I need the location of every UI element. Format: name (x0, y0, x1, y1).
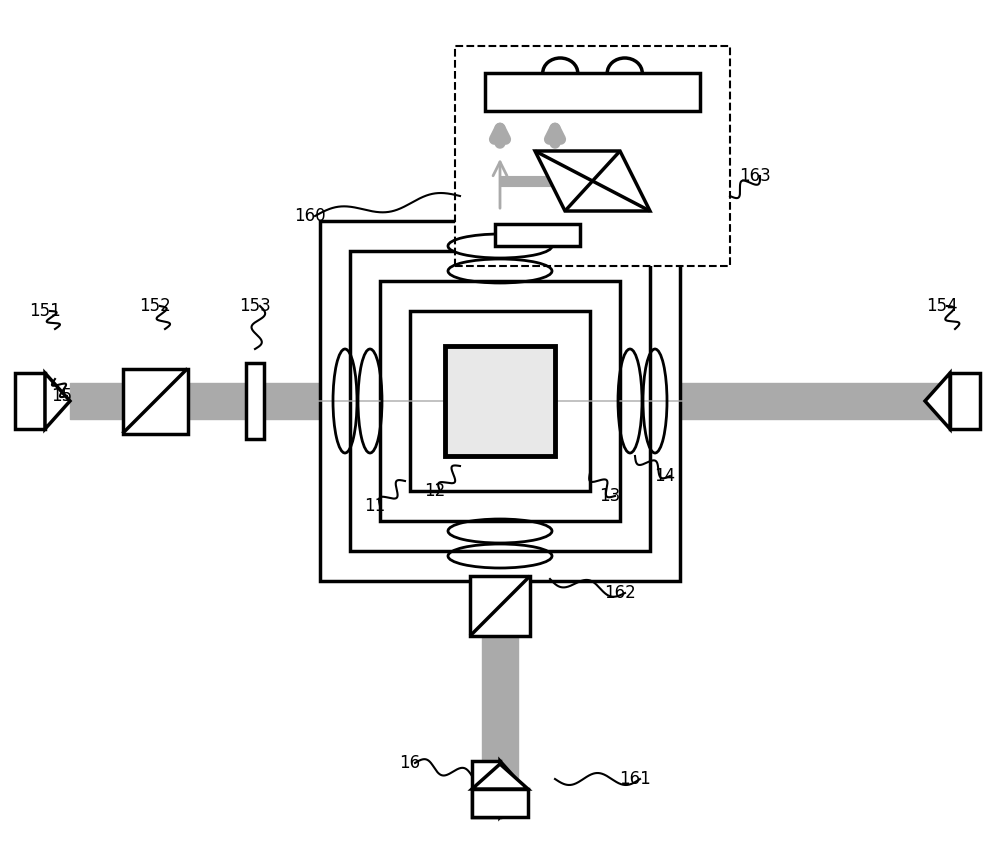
FancyBboxPatch shape (15, 373, 45, 429)
FancyBboxPatch shape (470, 576, 530, 636)
FancyBboxPatch shape (950, 373, 980, 429)
Text: 161: 161 (619, 770, 651, 788)
Text: 153: 153 (239, 297, 271, 315)
Polygon shape (45, 373, 70, 429)
FancyBboxPatch shape (123, 368, 188, 433)
FancyBboxPatch shape (455, 46, 730, 266)
Text: 14: 14 (654, 467, 676, 485)
Polygon shape (535, 151, 650, 211)
Text: 163: 163 (739, 167, 771, 185)
Polygon shape (925, 373, 950, 429)
Text: 13: 13 (599, 487, 621, 505)
Text: 11: 11 (364, 497, 386, 515)
Text: 16: 16 (399, 754, 421, 772)
FancyBboxPatch shape (410, 311, 590, 491)
FancyBboxPatch shape (320, 221, 680, 581)
Text: 151: 151 (29, 302, 61, 320)
FancyBboxPatch shape (350, 251, 650, 551)
FancyBboxPatch shape (472, 761, 500, 817)
Text: 152: 152 (139, 297, 171, 315)
Text: 162: 162 (604, 584, 636, 602)
FancyBboxPatch shape (246, 363, 264, 439)
FancyBboxPatch shape (445, 346, 555, 456)
FancyBboxPatch shape (495, 224, 580, 246)
FancyBboxPatch shape (485, 73, 700, 111)
Polygon shape (500, 761, 525, 817)
Text: 160: 160 (294, 207, 326, 225)
Polygon shape (472, 764, 528, 789)
Text: 12: 12 (424, 482, 446, 500)
FancyBboxPatch shape (472, 789, 528, 817)
FancyBboxPatch shape (380, 281, 620, 521)
Text: 15: 15 (51, 387, 73, 405)
Text: 154: 154 (926, 297, 958, 315)
